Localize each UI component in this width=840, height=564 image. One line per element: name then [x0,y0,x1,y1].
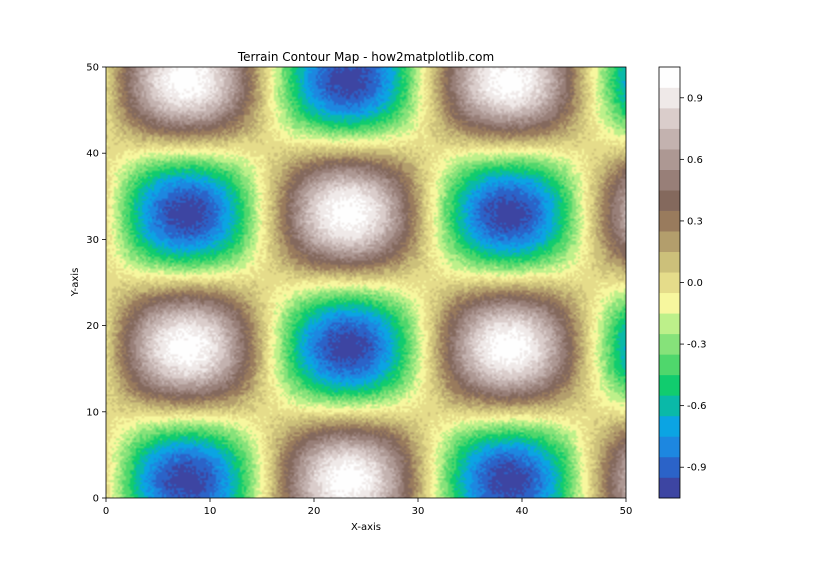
plot-area [105,66,627,499]
colorbar-tick-label: -0.9 [687,463,707,474]
colorbar-tick-label: 0.0 [687,278,703,289]
chart-title: Terrain Contour Map - how2matplotlib.com [237,50,494,64]
colorbar-band [659,477,680,499]
colorbar-tick-label: 0.9 [687,93,703,104]
colorbar-band [659,292,680,314]
x-tick-label: 20 [308,506,321,517]
colorbar-band [659,456,680,478]
colorbar-band [659,67,680,88]
plot-frame [105,66,627,499]
colorbar-band [659,415,680,437]
colorbar-band [659,395,680,417]
colorbar-band [659,87,680,109]
x-tick-label: 50 [620,506,633,517]
y-axis: 0 10 20 30 40 50 [86,63,106,505]
colorbar-band [659,272,680,294]
x-axis: 0 10 20 30 40 50 [103,498,633,517]
y-tick-label: 40 [86,149,99,160]
colorbar-band [659,108,680,129]
y-tick-label: 0 [93,494,99,505]
colorbar-band [659,251,680,273]
colorbar-band [659,128,680,150]
y-tick-label: 10 [86,407,99,418]
x-tick-label: 40 [516,506,529,517]
colorbar-band [659,149,680,170]
colorbar: -0.9 -0.6 -0.3 0.0 0.3 0.6 0.9 [658,66,707,499]
x-tick-label: 30 [412,506,425,517]
colorbar-band [659,374,680,396]
colorbar-band [659,210,680,232]
y-tick-label: 50 [86,63,99,74]
y-tick-label: 30 [86,235,99,246]
colorbar-tick-label: -0.3 [687,340,707,351]
y-axis-label: Y-axis [70,268,81,298]
x-tick-label: 10 [204,506,217,517]
colorbar-band [659,231,680,253]
x-tick-label: 0 [103,506,109,517]
colorbar-band [659,436,680,458]
colorbar-band [659,190,680,211]
contour-fill [106,67,626,498]
colorbar-band [659,169,680,191]
x-axis-label: X-axis [351,522,381,533]
colorbar-band [659,333,680,355]
colorbar-band [659,354,680,376]
colorbar-tick-label: -0.6 [687,401,707,412]
colorbar-band [659,313,680,335]
y-tick-label: 20 [86,321,99,332]
colorbar-tick-label: 0.3 [687,216,703,227]
colorbar-tick-label: 0.6 [687,155,703,166]
